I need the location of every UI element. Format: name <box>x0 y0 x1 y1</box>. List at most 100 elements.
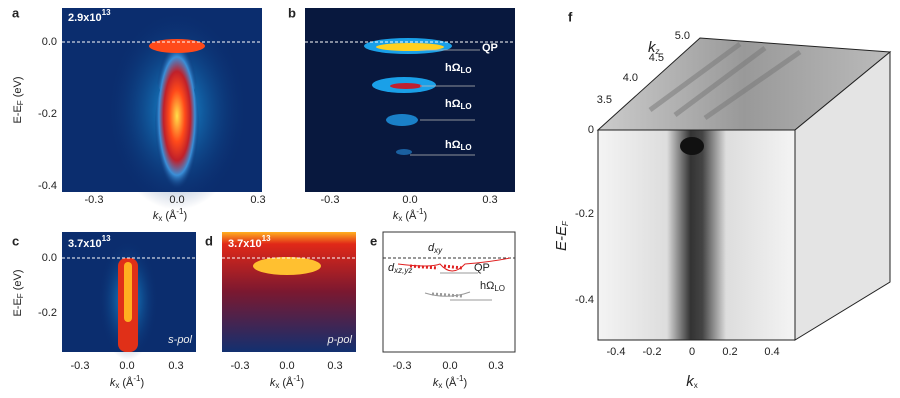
annotation: hΩLO <box>445 139 472 152</box>
text: 13 <box>102 234 111 243</box>
panel-label: d <box>205 233 213 248</box>
panel-c: c 3.7x1013 s-pol 0.0 -0.2 E-EF (eV) -0.3… <box>12 232 196 390</box>
text: x <box>398 214 402 223</box>
panel-label: a <box>12 5 20 20</box>
text: x <box>438 381 442 390</box>
text: (eV) <box>12 269 24 293</box>
text: LO <box>461 102 472 111</box>
panel-f: f 5.0 4.5 4.0 3.5 kz 0 -0.2 -0.4 E-EF -0… <box>553 9 892 390</box>
text: LO <box>461 143 472 152</box>
text: 3.7x10 <box>228 238 262 250</box>
y-axis-label: E-EF (eV) <box>12 76 25 123</box>
polarization: p-pol <box>327 334 353 346</box>
x-tick-label: -0.3 <box>321 194 340 206</box>
kz-tick-label: 4.0 <box>623 72 638 84</box>
x-tick-label: 0 <box>689 346 695 358</box>
x-tick-label: 0.3 <box>488 360 503 372</box>
text: -1 <box>456 374 464 383</box>
kz-tick-label: 4.5 <box>649 52 664 64</box>
text: hΩ <box>480 280 494 292</box>
x-tick-label: 0.3 <box>250 194 265 206</box>
x-axis-label: kx <box>686 373 698 390</box>
x-tick-label: -0.3 <box>231 360 250 372</box>
text: F <box>16 100 25 105</box>
text: (Å <box>162 209 177 222</box>
image-spot <box>386 114 418 126</box>
panel-label: b <box>288 5 296 20</box>
x-axis-label: kx (Å-1) <box>270 374 304 390</box>
text: (eV) <box>12 76 24 100</box>
y-tick-label: 0.0 <box>42 36 57 48</box>
y-tick-label: -0.2 <box>575 208 594 220</box>
annotation: hΩLO <box>445 98 472 111</box>
guide-lines <box>410 49 480 156</box>
x-tick-label: 0.0 <box>119 360 134 372</box>
x-tick-label: 0.0 <box>279 360 294 372</box>
text: 13 <box>102 8 111 17</box>
text: E-E <box>12 298 24 316</box>
panel-label: c <box>12 233 19 248</box>
x-tick-label: -0.3 <box>393 360 412 372</box>
kz-axis-label: kz <box>648 39 660 56</box>
text: hΩ <box>445 62 461 74</box>
x-tick-label: 0.0 <box>169 194 184 206</box>
x-tick-label: 0.3 <box>482 194 497 206</box>
image-spot <box>396 149 412 155</box>
front-face <box>597 129 796 341</box>
image-band <box>124 262 132 322</box>
image-spot <box>390 83 422 89</box>
text: E-E <box>553 225 570 251</box>
dispersion <box>397 257 511 272</box>
text: LO <box>494 284 505 293</box>
y-tick-label: -0.2 <box>38 108 57 120</box>
text: (Å <box>279 376 294 389</box>
kz-tick-label: 3.5 <box>597 94 612 106</box>
annotation: QP <box>474 262 490 274</box>
x-tick-label: -0.2 <box>643 346 662 358</box>
text: hΩ <box>445 98 461 110</box>
y-axis-label: E-EF <box>553 220 570 251</box>
text: k <box>648 39 657 56</box>
x-tick-label: -0.4 <box>607 346 626 358</box>
text: (Å <box>442 376 457 389</box>
panel-label: e <box>370 233 377 248</box>
x-tick-label: -0.3 <box>85 194 104 206</box>
text: F <box>16 293 25 298</box>
text: -1 <box>293 374 301 383</box>
text: d <box>428 242 435 254</box>
data-points <box>409 264 463 270</box>
plot-frame <box>382 231 516 353</box>
annotation: hΩLO <box>445 62 472 75</box>
text: -1 <box>416 207 424 216</box>
text: k <box>110 377 116 389</box>
y-axis-label: E-EF (eV) <box>12 269 25 316</box>
x-tick-label: 0.2 <box>722 346 737 358</box>
text: ) <box>424 210 428 222</box>
text: 3.7x10 <box>68 238 102 250</box>
x-tick-label: 0.3 <box>327 360 342 372</box>
density: 2.9x1013 <box>68 8 111 24</box>
image-spot <box>253 257 321 275</box>
image-band <box>154 42 200 190</box>
text: -1 <box>176 207 184 216</box>
panel-label: f <box>568 9 573 24</box>
annotation: hΩLO <box>480 280 505 293</box>
panel-d: d 3.7x1013 p-pol -0.3 0.0 0.3 kx (Å-1) <box>205 232 356 390</box>
density: 3.7x1013 <box>68 234 111 250</box>
x-tick-label: 0.0 <box>402 194 417 206</box>
text: x <box>115 381 119 390</box>
text: LO <box>461 66 472 75</box>
text: x <box>275 381 279 390</box>
text: E-E <box>12 105 24 123</box>
y-tick-label: -0.2 <box>38 307 57 319</box>
x-axis-label: kx (Å-1) <box>110 374 144 390</box>
y-tick-label: 0.0 <box>42 252 57 264</box>
text: xy <box>433 246 443 255</box>
x-tick-label: -0.3 <box>71 360 90 372</box>
data-points <box>431 292 463 298</box>
text: xz,yz <box>393 266 412 275</box>
text: k <box>270 377 276 389</box>
replica <box>424 291 471 297</box>
text: 2.9x10 <box>68 12 102 24</box>
